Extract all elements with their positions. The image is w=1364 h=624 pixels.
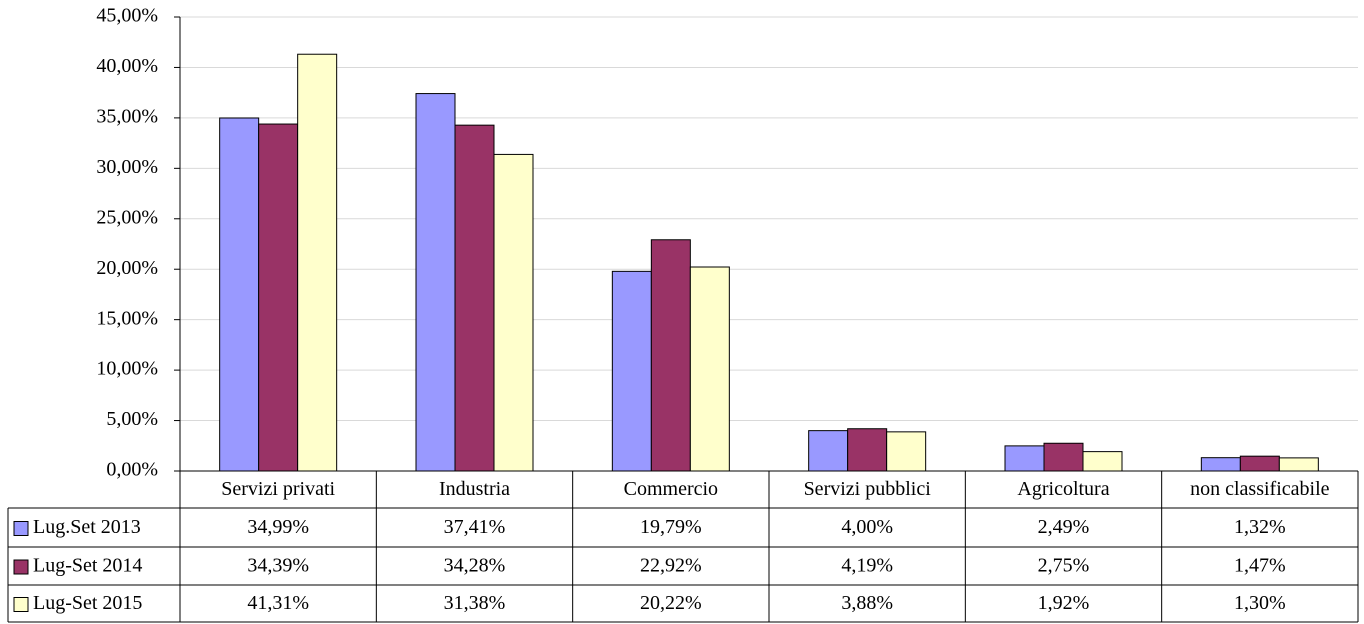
table-value: 2,49%: [1038, 516, 1090, 538]
bar: [493, 153, 534, 472]
bar: [1082, 451, 1123, 472]
category-label: Industria: [439, 478, 510, 500]
legend-swatch: [13, 597, 29, 612]
bar: [689, 266, 730, 472]
category-label: Servizi privati: [221, 478, 335, 500]
table-value: 1,47%: [1234, 555, 1286, 577]
category-label: Commercio: [624, 478, 718, 500]
y-tick-label: 25,00%: [96, 206, 158, 228]
bar: [454, 124, 495, 472]
legend-swatch: [13, 521, 29, 536]
bar: [808, 430, 849, 472]
table-value: 34,28%: [444, 555, 506, 577]
bar: [258, 123, 299, 472]
y-tick-label: 0,00%: [106, 459, 158, 481]
bar: [1239, 455, 1280, 472]
y-tick-label: 5,00%: [106, 408, 158, 430]
bar: [297, 53, 338, 472]
table-value: 34,39%: [247, 555, 309, 577]
bar: [1278, 457, 1319, 472]
table-value: 2,75%: [1038, 555, 1090, 577]
y-tick-label: 40,00%: [96, 55, 158, 77]
y-tick-label: 10,00%: [96, 358, 158, 380]
table-value: 37,41%: [444, 516, 506, 538]
y-tick-label: 30,00%: [96, 156, 158, 178]
bar: [1043, 442, 1084, 472]
table-value: 41,31%: [247, 592, 309, 614]
bar: [1200, 457, 1241, 472]
y-tick-label: 35,00%: [96, 105, 158, 127]
table-value: 19,79%: [640, 516, 702, 538]
category-label: Agricoltura: [1017, 478, 1109, 500]
table-value: 1,32%: [1234, 516, 1286, 538]
y-tick-label: 20,00%: [96, 257, 158, 279]
category-label: Servizi pubblici: [804, 478, 932, 500]
bar: [650, 239, 691, 472]
legend-label: Lug-Set 2015: [33, 592, 142, 614]
category-label: non classificabile: [1190, 478, 1330, 500]
table-value: 31,38%: [444, 592, 506, 614]
table-value: 20,22%: [640, 592, 702, 614]
bar: [886, 431, 927, 472]
legend-swatch: [13, 559, 29, 575]
y-tick-label: 15,00%: [96, 307, 158, 329]
table-value: 3,88%: [841, 592, 893, 614]
legend-label: Lug.Set 2013: [33, 516, 141, 538]
bar: [847, 428, 888, 472]
table-value: 1,30%: [1234, 592, 1286, 614]
bar: [219, 117, 260, 472]
bar: [1004, 445, 1045, 472]
bar: [611, 270, 652, 472]
table-value: 1,92%: [1038, 592, 1090, 614]
y-tick-label: 45,00%: [96, 5, 158, 27]
legend-label: Lug-Set 2014: [33, 555, 142, 577]
table-value: 34,99%: [247, 516, 309, 538]
bar: [415, 93, 456, 472]
table-value: 4,00%: [841, 516, 893, 538]
table-value: 22,92%: [640, 555, 702, 577]
table-value: 4,19%: [841, 555, 893, 577]
